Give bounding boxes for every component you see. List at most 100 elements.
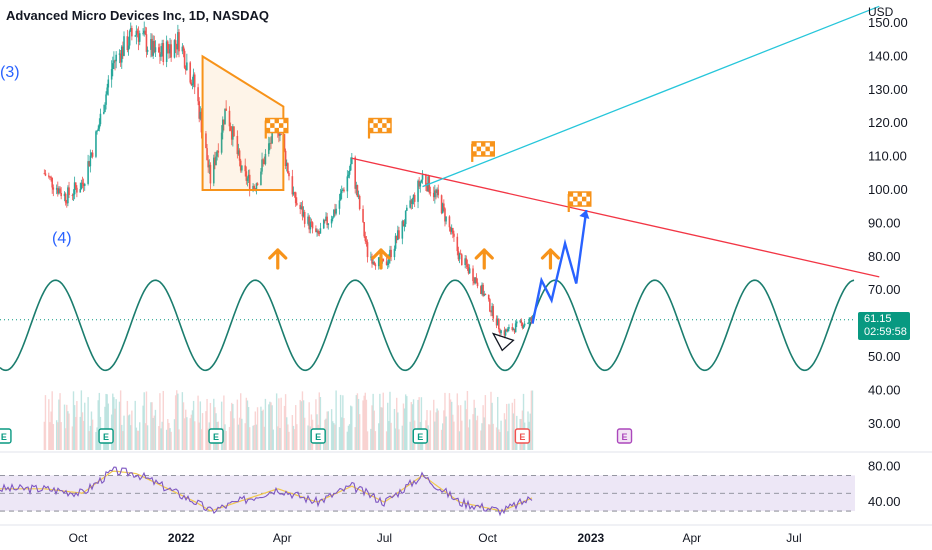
candle-body <box>244 165 247 172</box>
volume-bar <box>72 391 75 450</box>
rsi-pane: 80.00 40.00 <box>0 451 932 517</box>
candle-body <box>128 31 131 46</box>
volume-bar <box>151 402 153 450</box>
price-tick-label: 80.00 <box>868 249 901 264</box>
rsi-tick-label: 80.00 <box>868 458 901 473</box>
candle-body <box>182 46 185 51</box>
volume-bar <box>288 431 290 450</box>
price-tick-label: 150.00 <box>868 15 908 30</box>
volume-bar <box>339 394 342 450</box>
flag-check <box>481 151 486 156</box>
flag-check <box>577 192 582 197</box>
volume-bar <box>481 423 483 450</box>
volume-bar <box>176 390 178 450</box>
candle-body <box>97 128 99 131</box>
candle-body <box>160 54 162 57</box>
candle-body <box>319 228 322 234</box>
volume-bar <box>264 398 267 450</box>
candle-body <box>245 171 248 181</box>
volume-bar <box>66 404 68 450</box>
flag-check <box>377 118 383 124</box>
volume-bar <box>245 397 248 450</box>
volume-bar <box>98 392 101 450</box>
candle-body <box>404 210 407 225</box>
candle-body <box>72 194 75 196</box>
candle-body <box>318 233 321 235</box>
volume-bar <box>341 417 343 450</box>
volume-bar <box>488 424 490 450</box>
candle-body <box>200 111 203 133</box>
volume-bar <box>170 431 172 450</box>
candle-body <box>153 41 156 53</box>
candle-body <box>154 47 157 53</box>
volume-bar <box>427 425 429 450</box>
candle-body <box>432 192 435 198</box>
candle-body <box>394 235 397 249</box>
volume-bar <box>374 431 377 450</box>
volume-bar <box>511 402 513 450</box>
flag-check <box>577 201 582 206</box>
volume-bar <box>178 429 180 450</box>
candle-body <box>137 33 140 42</box>
up-arrow <box>540 248 561 270</box>
volume-bar <box>240 393 242 450</box>
candle-body <box>293 192 296 194</box>
volume-bar <box>58 399 60 450</box>
candle-body <box>366 242 369 258</box>
earnings-marker <box>310 428 326 444</box>
candle-body <box>52 187 55 190</box>
candle-body <box>481 284 483 294</box>
volume-bar <box>296 424 298 450</box>
candle-body <box>327 223 330 225</box>
volume-bar <box>143 392 145 450</box>
wave-label-3: (3) <box>0 64 20 81</box>
candle-body <box>511 327 514 330</box>
candle-body <box>106 87 108 95</box>
volume-bar <box>309 426 311 450</box>
volume-bar <box>332 421 334 450</box>
candle-body <box>333 209 335 218</box>
volume-bar <box>139 422 141 450</box>
volume-bar <box>233 418 235 450</box>
candle-body <box>190 82 193 86</box>
volume-bar <box>492 423 494 450</box>
candle-body <box>81 182 84 185</box>
volume-bar <box>379 393 381 450</box>
candle-body <box>220 132 223 153</box>
candle-body <box>456 236 459 252</box>
candle-body <box>482 284 484 296</box>
candle-body <box>181 46 184 52</box>
volume-bar <box>122 431 124 450</box>
candle-body <box>458 253 461 260</box>
volume-bar <box>49 422 51 450</box>
candle-body <box>490 311 492 313</box>
candle-body <box>434 190 436 198</box>
candle-body <box>80 182 83 190</box>
volume-bar <box>112 393 114 450</box>
candle-body <box>83 183 86 186</box>
volume-bar <box>451 401 453 450</box>
volume-bar <box>483 417 485 450</box>
flag-check <box>274 127 279 133</box>
candle-body <box>365 240 368 243</box>
volume-bar <box>482 405 484 450</box>
time-axis-label: Apr <box>273 531 292 545</box>
volume-bar <box>183 418 186 450</box>
volume-bar <box>456 393 459 450</box>
flag-check <box>386 118 391 124</box>
candle-body <box>476 282 479 287</box>
volume-bar <box>457 405 460 450</box>
candle-body <box>162 43 165 63</box>
volume-bar <box>186 417 188 450</box>
volume-bar <box>358 414 361 450</box>
candle-body <box>498 318 500 330</box>
volume-bar <box>261 410 263 450</box>
candle-body <box>207 160 209 168</box>
candle-body <box>519 320 521 322</box>
candle-body <box>67 187 69 204</box>
volume-bar <box>437 410 439 450</box>
candle-body <box>287 163 289 173</box>
candle-body <box>338 200 341 209</box>
volume-bar <box>205 411 207 450</box>
